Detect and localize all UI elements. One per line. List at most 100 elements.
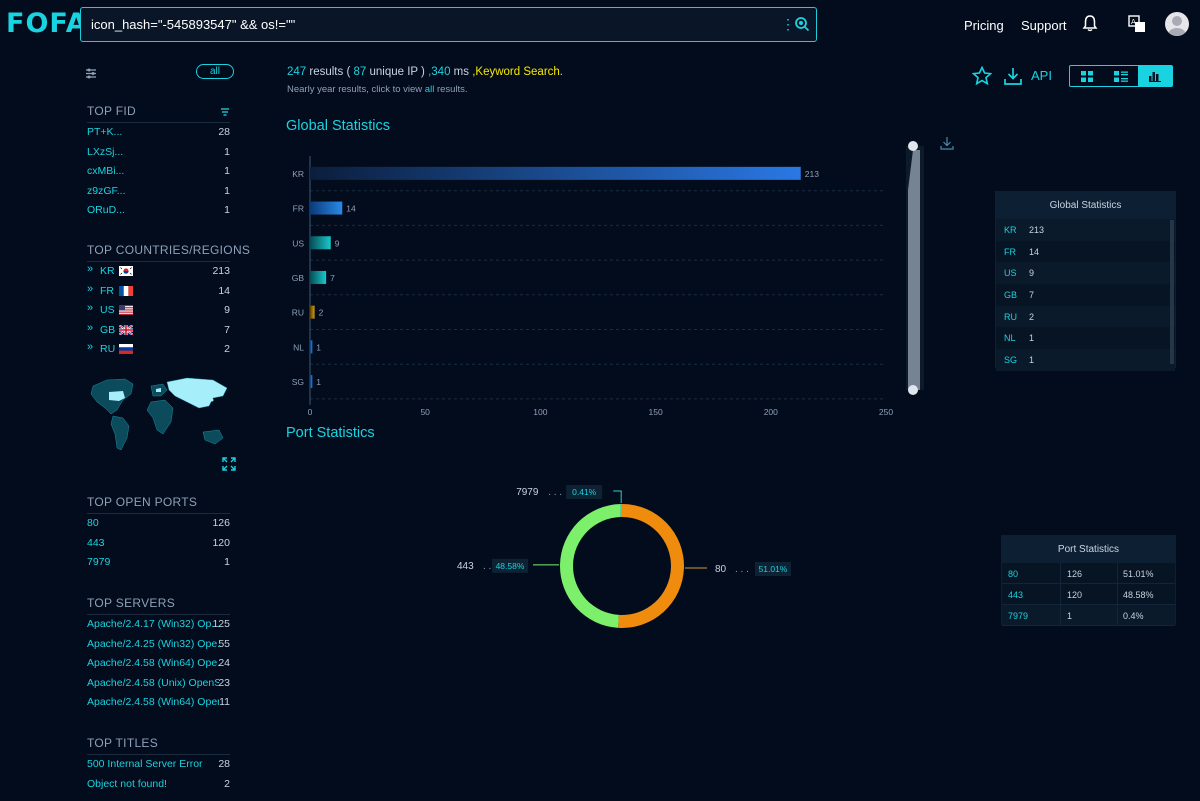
port-item-label[interactable]: 443 [87, 536, 105, 549]
country-code[interactable]: FR [100, 284, 114, 297]
chart-view-button[interactable] [1138, 66, 1172, 86]
country-cell: US [1004, 268, 1017, 279]
server-item[interactable]: Apache/2.4.58 (Win64) Open... 11 [87, 693, 230, 712]
title-item[interactable]: Object not found! 2 [87, 775, 230, 794]
fid-item[interactable]: LXzSj... 1 [87, 143, 230, 162]
port-item-count: 1 [224, 556, 230, 568]
zoom-handle-bottom[interactable] [908, 385, 918, 395]
search-input[interactable] [91, 8, 771, 41]
y-tick-label: KR [292, 169, 304, 179]
country-code[interactable]: US [100, 304, 115, 316]
sort-icon[interactable] [220, 104, 230, 122]
title-item-count: 2 [224, 777, 230, 790]
server-item[interactable]: Apache/2.4.58 (Win64) Ope... 24 [87, 654, 230, 673]
chevron-right-icon[interactable]: » [87, 302, 94, 314]
expand-map-icon[interactable] [222, 457, 236, 476]
slice-label-443: 443 . . .48.58% [457, 558, 560, 573]
port-item[interactable]: 80 126 [87, 514, 230, 533]
bar-ru[interactable] [310, 305, 315, 319]
download-icon[interactable] [1003, 66, 1023, 91]
bar-gb[interactable] [310, 270, 327, 284]
country-cell: NL [1004, 333, 1016, 344]
chevron-right-icon[interactable]: » [87, 282, 94, 295]
server-item-label[interactable]: Apache/2.4.17 (Win32) Op... [87, 618, 219, 630]
country-code[interactable]: GB [100, 323, 116, 336]
country-item-us[interactable]: » US 9 [87, 301, 230, 320]
top-countries-title: TOP COUNTRIES/REGIONS [87, 243, 251, 257]
fid-item-label[interactable]: ORuD... [87, 204, 125, 216]
slice-443[interactable] [560, 504, 621, 628]
support-link[interactable]: Support [1021, 18, 1067, 33]
search-box[interactable]: ⋮ [80, 7, 817, 42]
slice-7979[interactable] [620, 504, 622, 518]
server-item-label[interactable]: Apache/2.4.58 (Win64) Open... [87, 696, 219, 708]
bar-fr[interactable] [310, 201, 343, 215]
fid-item[interactable]: z9zGF... 1 [87, 182, 230, 201]
pricing-link[interactable]: Pricing [964, 18, 1004, 33]
country-item-ru[interactable]: » RU 2 [87, 340, 230, 359]
percent-cell: 0.4% [1123, 611, 1144, 621]
bar-sg[interactable] [310, 375, 313, 389]
server-item-label[interactable]: Apache/2.4.25 (Win32) Ope... [87, 637, 219, 650]
port-item-label[interactable]: 80 [87, 517, 99, 529]
fid-item-count: 1 [224, 204, 230, 216]
top-fid-title: TOP FID [87, 104, 136, 118]
fid-item-label[interactable]: cxMBi... [87, 165, 125, 177]
grid-view-button[interactable] [1070, 66, 1104, 86]
port-item-label[interactable]: 7979 [87, 556, 111, 568]
country-item-fr[interactable]: » FR 14 [87, 282, 230, 301]
search-icon[interactable] [794, 16, 810, 37]
country-count: 213 [212, 265, 230, 277]
filter-settings-icon[interactable] [85, 66, 97, 84]
chevron-right-icon[interactable]: » [87, 321, 94, 334]
translate-icon[interactable]: A [1128, 15, 1146, 38]
bar-nl[interactable] [310, 340, 313, 354]
api-link[interactable]: API [1031, 68, 1052, 83]
bell-icon[interactable] [1082, 14, 1098, 37]
fid-item[interactable]: ORuD... 1 [87, 201, 230, 220]
ms-label: ms [450, 66, 473, 78]
x-tick-label: 50 [420, 407, 430, 417]
server-item[interactable]: Apache/2.4.17 (Win32) Op... 125 [87, 615, 230, 634]
fofa-logo[interactable]: FOFA [6, 8, 88, 39]
fid-item-label[interactable]: LXzSj... [87, 145, 124, 158]
flag-fr-icon [119, 285, 133, 296]
bar-kr[interactable] [310, 166, 801, 180]
chevron-right-icon[interactable]: » [87, 263, 94, 275]
chevron-right-icon[interactable]: » [87, 341, 94, 353]
server-item[interactable]: Apache/2.4.25 (Win32) Ope... 55 [87, 635, 230, 654]
server-item[interactable]: Apache/2.4.58 (Unix) OpenS... 23 [87, 674, 230, 693]
country-item-gb[interactable]: » GB 7 [87, 321, 230, 340]
all-filter-button[interactable]: all [196, 64, 234, 79]
fid-item-label[interactable]: z9zGF... [87, 184, 126, 197]
country-code[interactable]: KR [100, 265, 115, 277]
global-table-row: US 9 [996, 262, 1175, 285]
star-icon[interactable] [971, 65, 993, 91]
fid-item[interactable]: cxMBi... 1 [87, 162, 230, 181]
title-item[interactable]: 500 Internal Server Error 28 [87, 755, 230, 774]
chart-download-icon[interactable] [940, 136, 954, 155]
port-item[interactable]: 443 120 [87, 534, 230, 553]
port-item[interactable]: 7979 1 [87, 553, 230, 572]
slice-pct-label: 51.01% [759, 564, 788, 574]
more-options-icon[interactable]: ⋮ [781, 16, 795, 32]
results-count: 247 [287, 66, 307, 78]
table-scrollbar[interactable] [1170, 220, 1174, 364]
slice-80[interactable] [618, 504, 685, 628]
avatar[interactable] [1165, 12, 1189, 36]
global-table-row: FR 14 [996, 241, 1175, 263]
keyword-search-link[interactable]: ,Keyword Search [472, 66, 560, 78]
country-item-kr[interactable]: » KR 213 [87, 262, 230, 281]
fid-item-label[interactable]: PT+K... [87, 126, 123, 138]
fid-item[interactable]: PT+K... 28 [87, 123, 230, 142]
server-item-label[interactable]: Apache/2.4.58 (Win64) Ope... [87, 657, 219, 669]
title-item-label[interactable]: Object not found! [87, 777, 167, 790]
server-item-label[interactable]: Apache/2.4.58 (Unix) OpenS... [87, 676, 219, 689]
country-code[interactable]: RU [100, 343, 116, 355]
title-item-label[interactable]: 500 Internal Server Error [87, 758, 203, 770]
zoom-handle-top[interactable] [908, 141, 918, 151]
server-item-count: 23 [218, 676, 230, 689]
bar-us[interactable] [310, 236, 331, 250]
view-all-link[interactable]: all [424, 84, 435, 95]
list-view-button[interactable] [1104, 66, 1138, 86]
